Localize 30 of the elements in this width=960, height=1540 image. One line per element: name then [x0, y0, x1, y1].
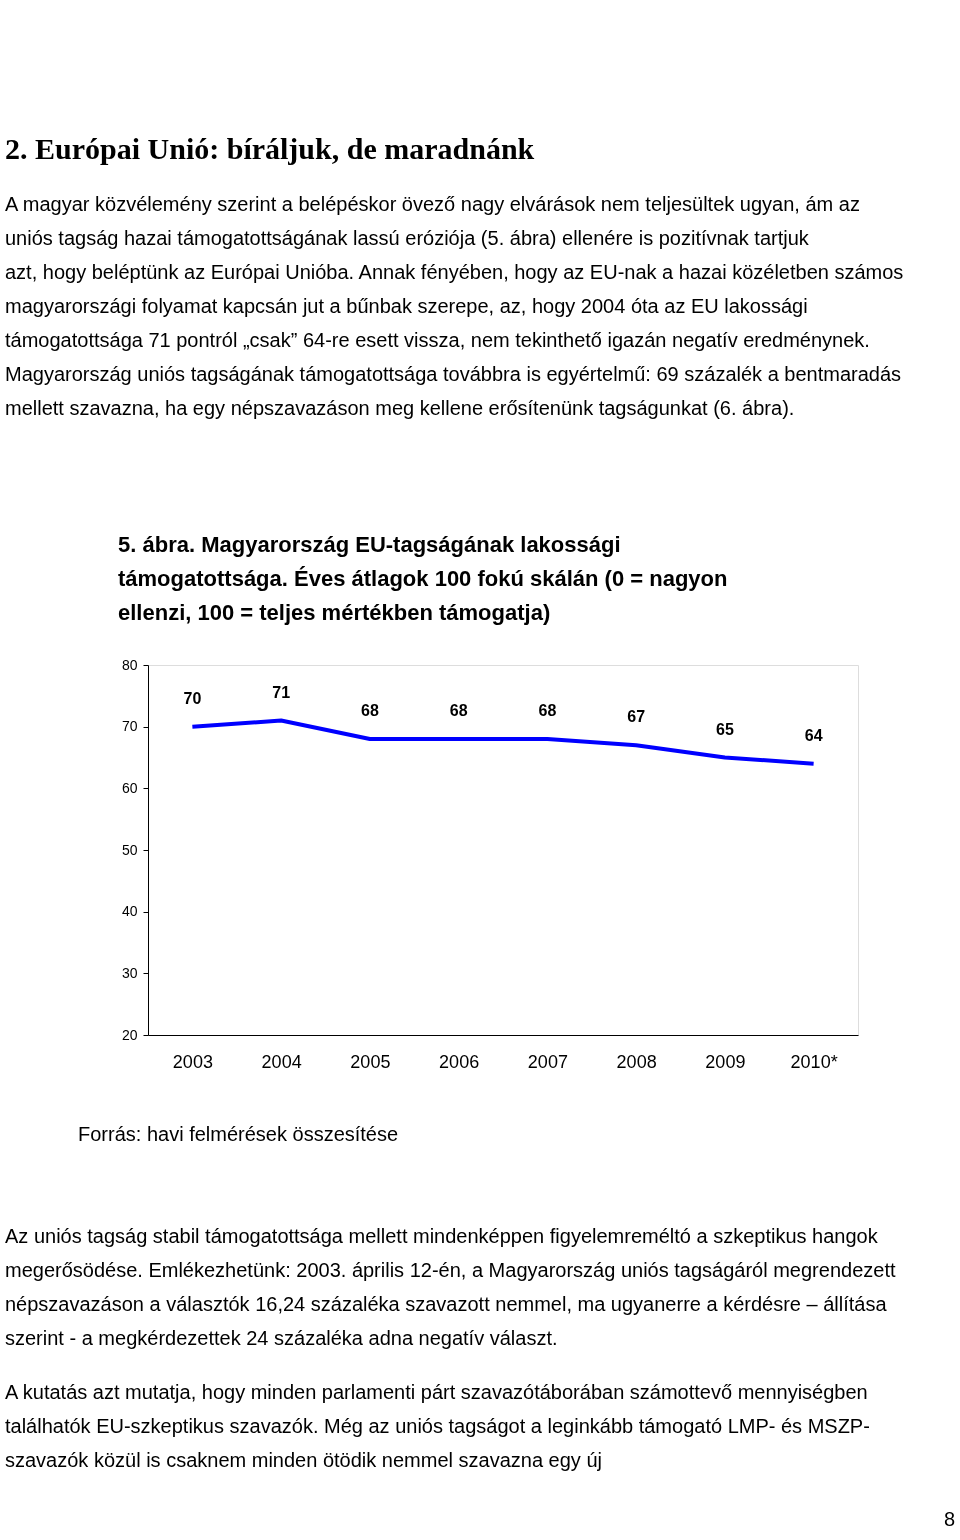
chart-title: 5. ábra. Magyarország EU-tagságának lakossági támogatottsága. Éves átlagok 100 fokú skálán (0 = nagyon ellenzi, 100 = teljes mértékben támogatja)	[118, 532, 728, 625]
y-tick-label: 50	[121, 841, 138, 858]
y-tick-label: 70	[121, 718, 138, 735]
text: 8	[943, 1508, 955, 1530]
data-label: 68	[538, 702, 557, 719]
y-tick-label: 80	[121, 656, 138, 673]
text: A kutatás azt mutatja, hogy minden parlamenti párt szavazótáborában számottevő mennyiségben találhatók EU-szkeptikus szavazók. Még az uniós tagságot a leginkább támogató LMP- és MSZP-szavazók közül is csaknem minden ötödik nemmel szavazna egy új	[5, 1381, 870, 1471]
text: Az uniós tagság stabil támogatottsága mellett mindenképpen figyelemreméltó a szkeptikus hangok megerősödése. Emlékezhetünk: 2003. április 12-én, a Magyarország uniós tagságáról megrendezett népszavazáson a választók 16,24 százaléka szavazott nemmel, ma ugyanerre a kérdésre – állítása szerint - a megkérdezettek 24 százaléka adna negatív választ.	[5, 1225, 896, 1349]
data-label: 68	[449, 702, 468, 719]
x-tick-label: 2007	[527, 1051, 568, 1072]
y-tick-label: 30	[121, 964, 138, 981]
text: 2. Európai Unió: bíráljuk, de maradnánk	[5, 132, 535, 165]
y-tick-label: 40	[121, 903, 138, 920]
x-tick-label: 2008	[616, 1051, 657, 1072]
y-tick-label: 20	[121, 1026, 138, 1043]
text: Forrás: havi felmérések összesítése	[78, 1123, 399, 1145]
x-tick-label: 2005	[350, 1051, 391, 1072]
data-label: 67	[627, 708, 646, 726]
data-label: 65	[715, 720, 734, 738]
x-tick-label: 2010*	[790, 1051, 838, 1072]
data-label: 70	[183, 689, 202, 707]
x-tick-label: 2004	[261, 1051, 302, 1072]
x-tick-label: 2009	[705, 1051, 746, 1072]
data-label: 68	[360, 702, 379, 719]
text: A magyar közvélemény szerint a belépéskor övező nagy elvárások nem teljesültek ugyan, ám az uniós tagság hazai támogatottságának lassú eróziója (5. ábra) ellenére is pozitívnak tartjuk azt, hogy beléptünk az Európai Unióba. Annak fényében, hogy az EU-nak a hazai közéletben számos magyarországi folyamat kapcsán jut a bűnbak szerepe, az, hogy 2004 óta az EU lakossági támogatottsága 71 pontról „csak” 64-re esett vissza, nem tekinthető igazán negatív eredménynek. Magyarország uniós tagságának támogatottsága továbbra is egyértelmű: 69 százalék a bentmaradás mellett szavazna, ha egy népszavazáson meg kellene erősítenünk tagságunkat (6. ábra).	[5, 193, 904, 419]
x-tick-label: 2006	[439, 1051, 480, 1072]
x-tick-label: 2003	[172, 1051, 213, 1072]
y-tick-label: 60	[121, 779, 138, 796]
data-label: 64	[804, 726, 823, 744]
data-label: 71	[272, 683, 291, 701]
